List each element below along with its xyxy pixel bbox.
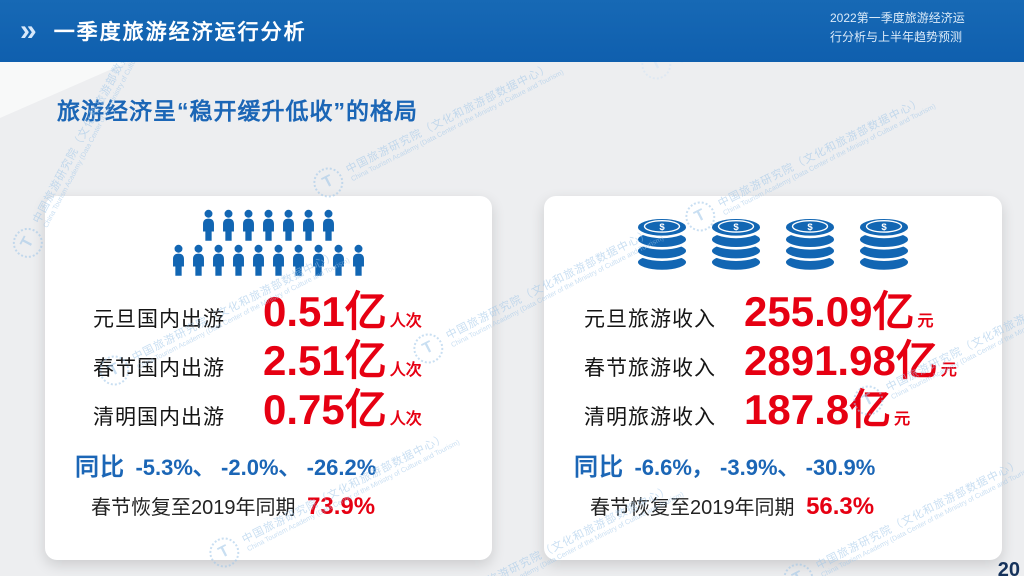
revenue-stats: 元旦旅游收入 255.09亿 元 春节旅游收入 2891.98亿 元 清明旅游收…	[544, 291, 1002, 438]
person-icon	[313, 244, 324, 276]
stat-unit: 元	[940, 362, 957, 379]
person-icon	[353, 244, 364, 276]
domestic-trips-card: 元旦国内出游 0.51亿 人次 春节国内出游 2.51亿 人次 清明国内出游 0…	[45, 196, 492, 560]
stat-unit: 人次	[389, 313, 422, 330]
stat-row: 春节国内出游 2.51亿 人次	[93, 340, 492, 389]
person-icon	[293, 244, 304, 276]
person-icon	[273, 244, 284, 276]
person-icon	[173, 244, 184, 276]
people-icons-block	[45, 196, 492, 284]
chevrons-icon: »	[20, 14, 37, 47]
person-icon	[323, 209, 334, 241]
coin-stack-icon: $	[857, 216, 911, 273]
stat-value: 255.09亿	[744, 288, 915, 335]
tourism-revenue-card: $ $ $ $ 元旦旅游收入 255.09亿 元 春节旅游收入 2891.98亿 元 …	[544, 196, 1002, 560]
person-icon	[203, 209, 214, 241]
coin-stack-icon: $	[783, 216, 837, 273]
yoy-values: -6.6%， -3.9%、 -30.9%	[634, 455, 876, 480]
person-icon	[233, 244, 244, 276]
yoy-prefix: 同比	[574, 454, 624, 481]
stat-label: 元旦旅游收入	[584, 308, 716, 331]
stat-value: 0.51亿	[263, 288, 387, 335]
people-icons-row	[171, 244, 366, 276]
coin-stack-icon: $	[709, 216, 763, 273]
trips-stats: 元旦国内出游 0.51亿 人次 春节国内出游 2.51亿 人次 清明国内出游 0…	[45, 291, 492, 438]
person-icon	[193, 244, 204, 276]
svg-text:$: $	[807, 222, 813, 233]
recovery-line: 春节恢复至2019年同期 73.9%	[45, 491, 492, 521]
yoy-line: 同比 -5.3%、 -2.0%、 -26.2%	[45, 447, 492, 482]
person-icon	[303, 209, 314, 241]
yoy-line: 同比 -6.6%， -3.9%、 -30.9%	[544, 447, 1002, 482]
header-caption-line2: 行分析与上半年趋势预测	[830, 29, 963, 44]
person-icon	[223, 209, 234, 241]
svg-text:$: $	[881, 222, 887, 233]
stat-row: 清明国内出游 0.75亿 人次	[93, 389, 492, 438]
people-icons-row	[201, 209, 336, 241]
stat-row: 清明旅游收入 187.8亿 元	[584, 389, 1002, 438]
svg-text:$: $	[733, 222, 739, 233]
page-number: 20	[997, 559, 1020, 576]
stat-value: 2.51亿	[263, 337, 387, 384]
person-icon	[243, 209, 254, 241]
watermark-logo: T	[778, 558, 819, 576]
header-caption: 2022第一季度旅游经济运 行分析与上半年趋势预测	[830, 9, 1012, 46]
stat-value: 187.8亿	[744, 386, 892, 433]
stat-label: 清明国内出游	[93, 406, 225, 429]
page-title: 旅游经济呈“稳开缓升低收”的格局	[57, 98, 418, 124]
recovery-text: 春节恢复至2019年同期	[91, 497, 296, 519]
stat-row: 春节旅游收入 2891.98亿 元	[584, 340, 1002, 389]
header-caption-line1: 2022第一季度旅游经济运	[830, 11, 965, 25]
stat-row: 元旦旅游收入 255.09亿 元	[584, 291, 1002, 340]
stat-value: 2891.98亿	[744, 337, 938, 384]
stat-label: 元旦国内出游	[93, 308, 225, 331]
stat-label: 春节国内出游	[93, 357, 225, 380]
stat-unit: 人次	[389, 411, 422, 428]
stat-value: 0.75亿	[263, 386, 387, 433]
recovery-value: 56.3%	[806, 493, 875, 520]
person-icon	[213, 244, 224, 276]
stat-unit: 元	[894, 411, 911, 428]
person-icon	[263, 209, 274, 241]
watermark-logo: T	[7, 222, 49, 264]
stat-row: 元旦国内出游 0.51亿 人次	[93, 291, 492, 340]
slide-section-title: 一季度旅游经济运行分析	[53, 21, 307, 44]
stat-unit: 元	[917, 313, 934, 330]
person-icon	[333, 244, 344, 276]
recovery-value: 73.9%	[307, 493, 376, 520]
coin-icons-block: $ $ $ $	[544, 196, 1002, 284]
recovery-line: 春节恢复至2019年同期 56.3%	[544, 491, 1002, 521]
header-bar: » 一季度旅游经济运行分析 2022第一季度旅游经济运 行分析与上半年趋势预测	[0, 0, 1024, 62]
recovery-text: 春节恢复至2019年同期	[590, 497, 795, 519]
stat-label: 春节旅游收入	[584, 357, 716, 380]
person-icon	[283, 209, 294, 241]
coin-stack-icon: $	[635, 216, 689, 273]
stat-unit: 人次	[389, 362, 422, 379]
yoy-values: -5.3%、 -2.0%、 -26.2%	[135, 455, 377, 480]
stat-label: 清明旅游收入	[584, 406, 716, 429]
yoy-prefix: 同比	[75, 454, 125, 481]
svg-text:$: $	[659, 222, 665, 233]
person-icon	[253, 244, 264, 276]
